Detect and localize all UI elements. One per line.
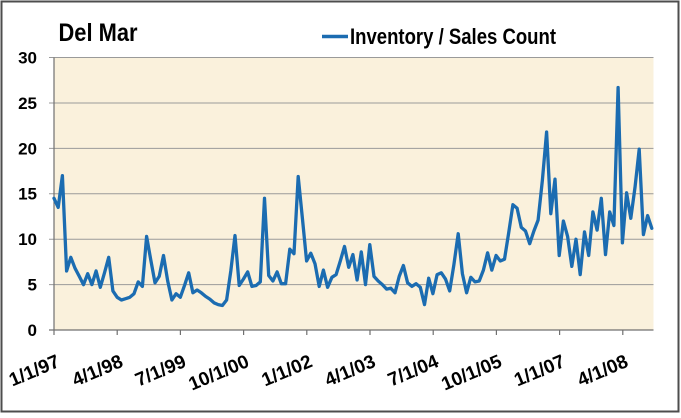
- svg-text:Del Mar: Del Mar: [59, 19, 138, 47]
- svg-text:Inventory / Sales Count: Inventory / Sales Count: [350, 24, 557, 49]
- svg-text:10: 10: [18, 230, 37, 249]
- svg-text:30: 30: [18, 49, 37, 68]
- svg-text:15: 15: [18, 185, 37, 204]
- svg-text:5: 5: [28, 276, 37, 295]
- svg-text:20: 20: [18, 139, 37, 158]
- svg-text:0: 0: [28, 321, 37, 340]
- svg-text:25: 25: [18, 94, 37, 113]
